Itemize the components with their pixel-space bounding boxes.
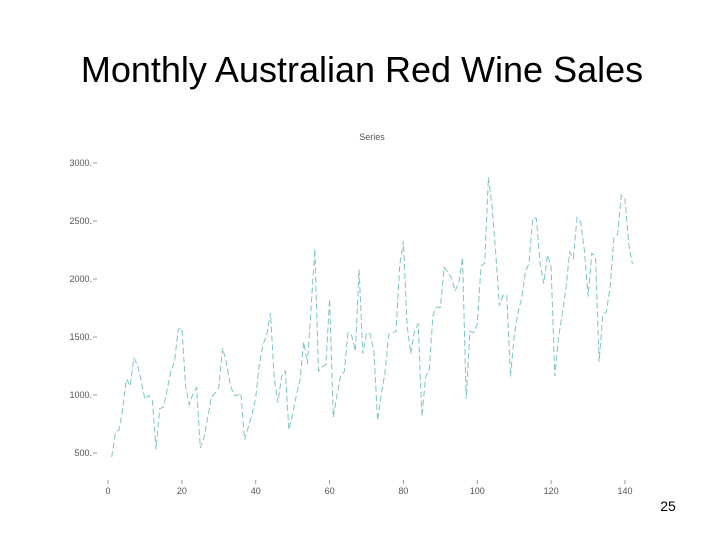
y-tick-label: 3000. (69, 158, 92, 168)
x-tick-label: 140 (617, 486, 632, 496)
x-tick-label: 40 (251, 486, 261, 496)
y-tick-label: 500. (74, 448, 92, 458)
y-tick-label: 1000. (69, 390, 92, 400)
y-tick-label: 2500. (69, 216, 92, 226)
x-tick-label: 0 (105, 486, 110, 496)
x-tick-label: 100 (470, 486, 485, 496)
x-tick-label: 120 (544, 486, 559, 496)
page-number: 25 (660, 498, 676, 514)
y-tick-label: 1500. (69, 332, 92, 342)
x-tick-label: 20 (177, 486, 187, 496)
y-tick-label: 2000. (69, 274, 92, 284)
chart-title: Series (359, 132, 385, 142)
x-tick-label: 60 (325, 486, 335, 496)
x-tick-label: 80 (398, 486, 408, 496)
series-line (111, 177, 633, 458)
slide-title: Monthly Australian Red Wine Sales (81, 49, 643, 90)
